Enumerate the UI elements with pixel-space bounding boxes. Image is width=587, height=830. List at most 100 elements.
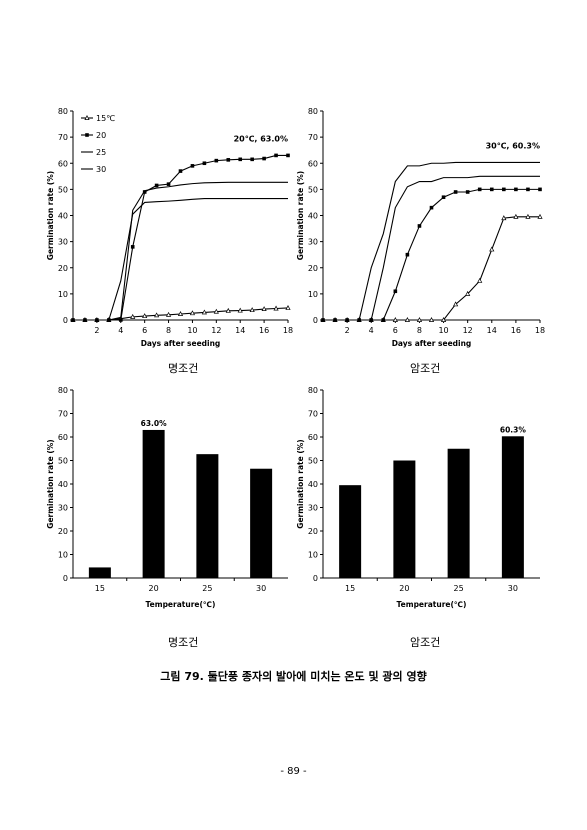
data-point [405, 252, 410, 257]
data-point [130, 313, 136, 319]
x-tick-label: 4 [369, 326, 374, 335]
y-tick-label: 80 [58, 107, 68, 116]
bar [447, 448, 470, 578]
data-point [273, 305, 279, 311]
x-axis-label: Days after seeding [141, 339, 221, 348]
panel-label-light-line: 명조건 [168, 362, 199, 375]
data-point [154, 183, 159, 188]
series-line-1 [73, 154, 288, 321]
x-tick-label: 30 [508, 584, 518, 593]
page-number: - 89 - [280, 766, 307, 777]
y-tick-label: 50 [58, 185, 68, 194]
y-tick-label: 70 [308, 133, 318, 142]
y-tick-label: 10 [308, 551, 318, 560]
x-axis-label: Temperature(℃) [146, 600, 216, 609]
data-point [226, 158, 231, 162]
y-tick-label: 50 [308, 457, 318, 466]
data-point [250, 157, 254, 162]
data-point [440, 317, 447, 322]
x-tick-label: 8 [166, 326, 171, 335]
bar-value-label: 60.3% [500, 425, 527, 434]
panel-label-light-bar: 명조건 [168, 636, 199, 649]
data-point [514, 187, 518, 192]
y-tick-label: 0 [63, 316, 68, 325]
data-point [416, 317, 423, 322]
legend-label: 20 [96, 131, 106, 140]
x-tick-label: 10 [187, 326, 197, 335]
data-point [177, 311, 184, 316]
data-point [501, 215, 507, 221]
legend-label: 15℃ [96, 114, 115, 123]
x-tick-label: 16 [259, 326, 269, 335]
x-tick-label: 25 [454, 584, 464, 593]
x-tick-label: 15 [95, 584, 105, 593]
x-tick-label: 6 [142, 326, 147, 335]
x-tick-label: 12 [211, 326, 221, 335]
data-point [213, 308, 219, 314]
series-line-2 [323, 175, 540, 321]
series-line-3 [323, 161, 540, 321]
x-tick-label: 18 [535, 326, 545, 335]
y-tick-label: 40 [308, 212, 318, 221]
data-point [202, 161, 207, 166]
x-tick-label: 30 [256, 584, 266, 593]
series-line-0 [323, 216, 540, 321]
y-axis-label: Germination rate (%) [46, 439, 55, 528]
x-tick-label: 16 [511, 326, 521, 335]
x-tick-label: 18 [283, 326, 293, 335]
legend-marker [85, 133, 89, 137]
x-tick-label: 14 [235, 326, 245, 335]
figure-caption: 그림 79. 둘단풍 종자의 발아에 미치는 온도 및 광의 영향 [160, 670, 427, 683]
series-line-2 [73, 181, 288, 321]
y-tick-label: 0 [63, 574, 68, 583]
y-tick-label: 60 [308, 159, 318, 168]
y-tick-label: 10 [308, 290, 318, 299]
data-point [142, 190, 147, 194]
data-point [538, 187, 542, 192]
data-point [404, 317, 410, 322]
y-tick-label: 10 [58, 551, 68, 560]
data-point [477, 187, 482, 192]
data-point [489, 246, 495, 252]
data-point [453, 301, 459, 307]
data-point [261, 306, 267, 311]
bar [501, 436, 524, 578]
data-point [286, 153, 290, 158]
y-tick-label: 60 [58, 433, 68, 442]
x-tick-label: 8 [417, 326, 422, 335]
data-point [453, 190, 458, 194]
x-tick-label: 10 [438, 326, 448, 335]
data-point [285, 305, 291, 310]
x-tick-label: 20 [149, 584, 159, 593]
data-point [525, 213, 531, 219]
bar-value-label: 63.0% [141, 419, 168, 428]
panel-label-dark-bar: 암조건 [410, 636, 441, 649]
data-point [392, 317, 398, 322]
data-point [262, 156, 266, 161]
data-point [142, 313, 148, 319]
data-point [238, 157, 243, 162]
data-point [154, 312, 160, 318]
data-point [537, 213, 543, 219]
y-tick-label: 80 [308, 386, 318, 395]
data-point [429, 205, 434, 210]
data-point [130, 245, 135, 249]
y-tick-label: 10 [58, 290, 68, 299]
data-point [393, 289, 398, 294]
y-tick-label: 80 [58, 386, 68, 395]
y-tick-label: 30 [58, 504, 68, 513]
data-point [465, 290, 471, 296]
y-tick-label: 70 [58, 410, 68, 419]
data-point [118, 318, 123, 322]
data-point [477, 277, 483, 283]
data-point [165, 311, 172, 317]
data-point [201, 309, 207, 315]
bar [250, 468, 273, 578]
data-point [526, 187, 530, 192]
data-point [274, 153, 278, 158]
chart-annotation: 20℃, 63.0% [234, 134, 288, 143]
y-axis-label: Germination rate (%) [296, 439, 305, 528]
y-tick-label: 80 [308, 107, 318, 116]
data-point [166, 182, 171, 186]
bar [196, 454, 219, 578]
